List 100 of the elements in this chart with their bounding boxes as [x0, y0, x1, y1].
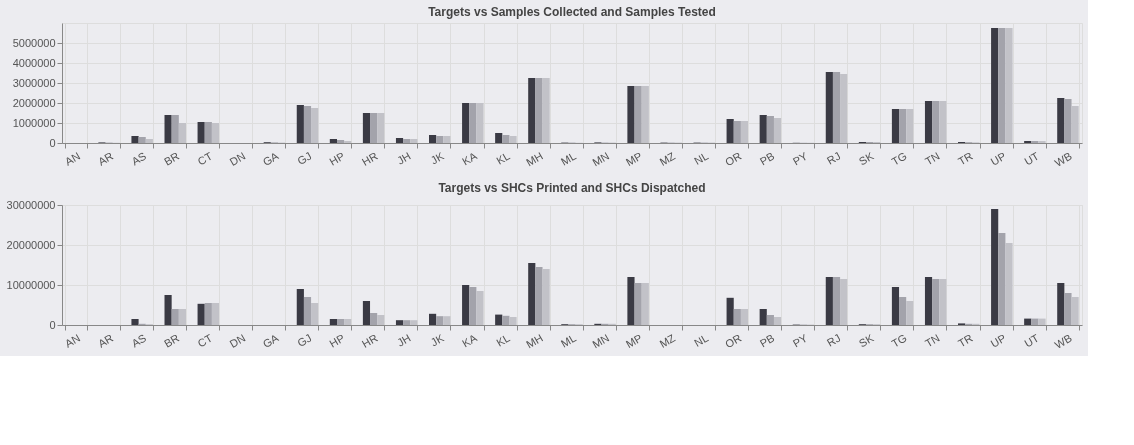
bar — [509, 136, 517, 143]
bar — [528, 263, 536, 325]
x-tick-label: CT — [195, 149, 215, 168]
bar — [311, 108, 319, 143]
bar — [171, 309, 179, 325]
bar — [429, 313, 437, 325]
x-tick-label: SK — [856, 331, 877, 350]
x-tick-label: MZ — [657, 331, 678, 350]
x-tick-label: KA — [460, 331, 480, 350]
x-tick-label: NL — [692, 149, 711, 168]
bar — [329, 139, 337, 143]
bar — [924, 101, 933, 143]
x-tick-label: TG — [889, 149, 909, 168]
bar — [211, 303, 220, 325]
x-tick-label: WB — [1052, 149, 1074, 169]
bar — [899, 109, 907, 143]
bar — [733, 309, 741, 325]
bar — [362, 301, 371, 325]
bar — [991, 209, 999, 325]
x-tick-label: MH — [524, 331, 545, 351]
bar — [939, 101, 947, 143]
x-tick-label: AR — [95, 149, 116, 168]
bar — [410, 320, 418, 325]
bar — [535, 78, 543, 143]
x-tick-label: TG — [889, 331, 909, 350]
bar — [197, 303, 205, 325]
bar — [766, 315, 774, 325]
bar — [377, 315, 385, 325]
bar — [906, 301, 914, 325]
bar — [145, 139, 153, 143]
bar — [773, 317, 782, 325]
bar — [303, 106, 312, 143]
bar — [1064, 99, 1072, 143]
bar — [197, 122, 205, 143]
bar — [1071, 297, 1079, 325]
bar — [1031, 318, 1039, 325]
x-tick-label: ML — [558, 331, 578, 350]
x-tick-label: AN — [62, 331, 83, 350]
y-tick-label: 0 — [49, 318, 56, 331]
x-tick-label: TN — [922, 149, 942, 168]
bar — [1005, 243, 1013, 325]
bar — [403, 320, 411, 325]
bar — [462, 285, 470, 325]
x-tick-label: MP — [623, 331, 645, 351]
bar — [462, 103, 470, 143]
x-tick-label: RJ — [824, 331, 843, 349]
bar — [469, 103, 477, 143]
x-tick-label: UP — [988, 331, 1008, 350]
x-tick-label: MP — [623, 149, 645, 169]
x-tick-label: GJ — [295, 331, 314, 350]
bar — [932, 101, 940, 143]
y-tick-label: 2000000 — [12, 96, 56, 109]
bar — [1057, 283, 1065, 325]
bar — [899, 297, 907, 325]
bar — [303, 297, 312, 325]
bar — [296, 289, 304, 325]
x-tick-label: NL — [692, 331, 711, 350]
x-tick-label: HP — [327, 149, 347, 168]
bar — [766, 116, 774, 143]
bar — [410, 139, 418, 143]
y-tick-label: 20000000 — [6, 238, 56, 251]
bar — [641, 283, 649, 325]
x-tick-label: UT — [1022, 149, 1042, 168]
x-tick-label: GA — [260, 331, 281, 350]
x-tick-label: WB — [1052, 331, 1074, 351]
x-tick-label: PY — [790, 149, 810, 168]
bar — [740, 121, 749, 143]
bar — [1057, 98, 1065, 143]
bar — [726, 297, 734, 325]
bar — [377, 113, 385, 143]
bar — [296, 105, 304, 143]
y-tick-label: 5000000 — [12, 36, 56, 49]
x-tick-label: KA — [460, 149, 480, 168]
bar — [164, 115, 172, 143]
bar — [370, 113, 378, 143]
x-tick-label: RJ — [824, 149, 843, 167]
bar — [436, 316, 444, 325]
bar — [1024, 318, 1032, 325]
y-tick-label: 0 — [49, 136, 56, 149]
x-tick-label: AR — [95, 331, 116, 350]
y-tick-label: 30000000 — [6, 198, 56, 211]
bar — [495, 133, 503, 143]
bar — [991, 28, 999, 143]
x-tick-label: PB — [757, 149, 777, 168]
bar — [634, 283, 642, 325]
bar — [1071, 106, 1079, 143]
y-tick-label: 1000000 — [12, 116, 56, 129]
bar — [998, 233, 1006, 325]
x-tick-label: PB — [757, 331, 777, 350]
bar — [832, 277, 841, 325]
bar — [627, 86, 635, 143]
x-tick-label: JH — [395, 149, 413, 167]
bar — [542, 78, 550, 143]
bar — [502, 135, 510, 143]
bar — [759, 309, 767, 325]
bar — [740, 309, 749, 325]
x-tick-label: AS — [129, 149, 149, 168]
bar — [840, 279, 848, 325]
x-tick-label: HP — [327, 331, 347, 350]
x-tick-label: GJ — [295, 149, 314, 168]
